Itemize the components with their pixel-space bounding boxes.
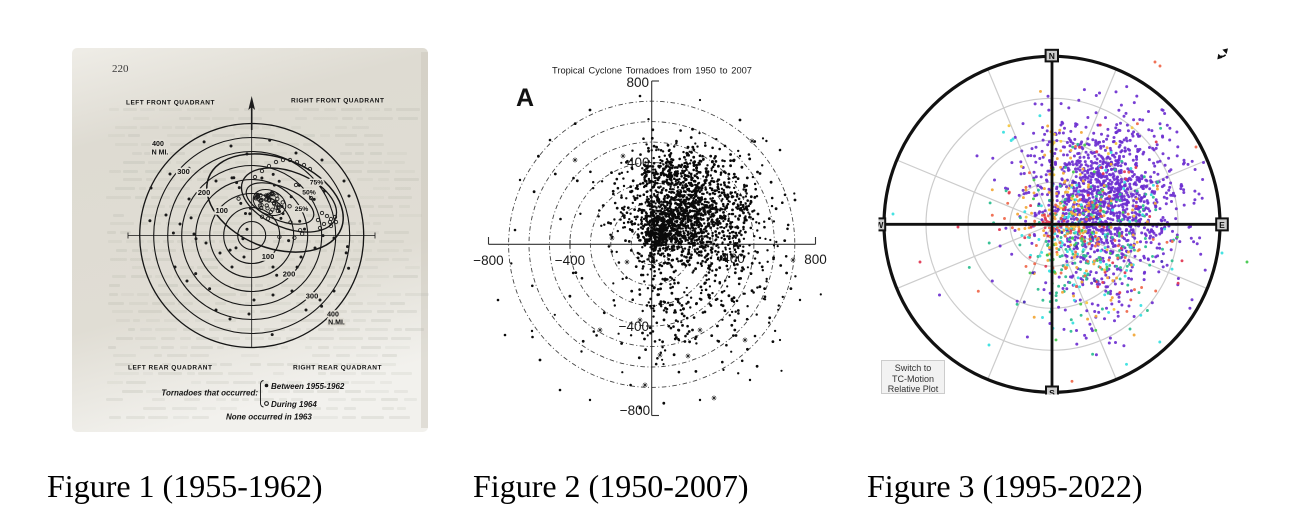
svg-text:E: E: [1219, 220, 1225, 230]
svg-text:400: 400: [722, 251, 745, 266]
svg-text:None occurred in 1963: None occurred in 1963: [226, 413, 312, 422]
svg-text:300: 300: [306, 292, 319, 301]
svg-text:W: W: [875, 220, 884, 230]
svg-text:800: 800: [626, 75, 649, 90]
svg-text:S: S: [1049, 388, 1055, 398]
svg-text:100: 100: [215, 206, 228, 215]
svg-text:Between 1955-1962: Between 1955-1962: [271, 382, 345, 391]
svg-text:A: A: [516, 84, 534, 112]
svg-text:Tropical Cyclone Tornadoes fro: Tropical Cyclone Tornadoes from 1950 to …: [552, 66, 752, 76]
svg-text:LEFT FRONT QUADRANT: LEFT FRONT QUADRANT: [126, 100, 215, 107]
svg-text:RIGHT REAR QUADRANT: RIGHT REAR QUADRANT: [293, 365, 382, 372]
svg-text:N.MI.: N.MI.: [328, 320, 345, 327]
svg-text:−800: −800: [620, 403, 650, 418]
svg-text:−400: −400: [555, 253, 585, 268]
svg-text:800: 800: [804, 252, 827, 267]
svg-text:−800: −800: [473, 253, 503, 268]
svg-text:N MI.: N MI.: [152, 150, 169, 157]
svg-text:400: 400: [627, 155, 650, 170]
svg-text:220: 220: [112, 63, 129, 75]
svg-text:LEFT REAR QUADRANT: LEFT REAR QUADRANT: [128, 365, 212, 372]
svg-text:200: 200: [283, 270, 296, 279]
svg-text:400: 400: [152, 141, 164, 148]
svg-text:Tornadoes that occurred:: Tornadoes that occurred:: [161, 389, 258, 398]
svg-text:RIGHT FRONT QUADRANT: RIGHT FRONT QUADRANT: [291, 98, 384, 105]
svg-text:200: 200: [198, 188, 211, 197]
svg-text:50%: 50%: [302, 190, 316, 197]
svg-text:400: 400: [327, 312, 339, 319]
svg-text:During 1964: During 1964: [271, 400, 317, 409]
svg-text:0: 0: [648, 251, 656, 266]
svg-text:75%: 75%: [310, 180, 324, 187]
svg-text:300: 300: [177, 167, 190, 176]
svg-text:N: N: [1049, 51, 1055, 61]
svg-text:25%: 25%: [295, 206, 309, 213]
svg-text:100: 100: [262, 252, 275, 261]
svg-text:−400: −400: [619, 319, 649, 334]
